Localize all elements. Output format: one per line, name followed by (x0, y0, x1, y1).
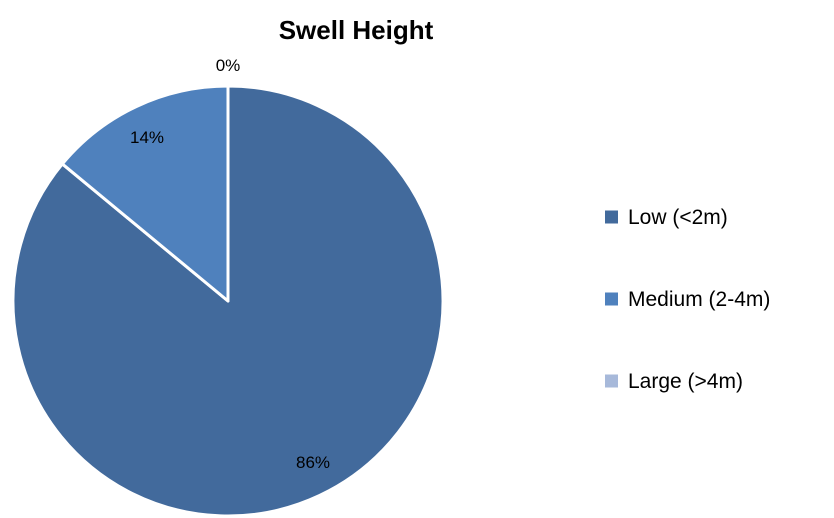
legend-swatch-3 (605, 374, 618, 388)
data-label-3: 0% (216, 56, 241, 75)
chart-title: Swell Height (279, 15, 434, 45)
data-labels: 86% 14% 0% (130, 56, 330, 472)
legend-label-3: Large (>4m) (628, 370, 743, 393)
data-label-2: 14% (130, 128, 164, 147)
legend-swatch-1 (605, 210, 618, 224)
legend: Low (<2m) Medium (2-4m) Large (>4m) (605, 206, 770, 393)
data-label-1: 86% (296, 453, 330, 472)
pie-slice-2 (60, 84, 230, 303)
legend-swatch-2 (605, 292, 618, 306)
pie-slices (11, 84, 445, 518)
legend-label-2: Medium (2-4m) (628, 288, 770, 311)
legend-label-1: Low (<2m) (628, 206, 728, 229)
